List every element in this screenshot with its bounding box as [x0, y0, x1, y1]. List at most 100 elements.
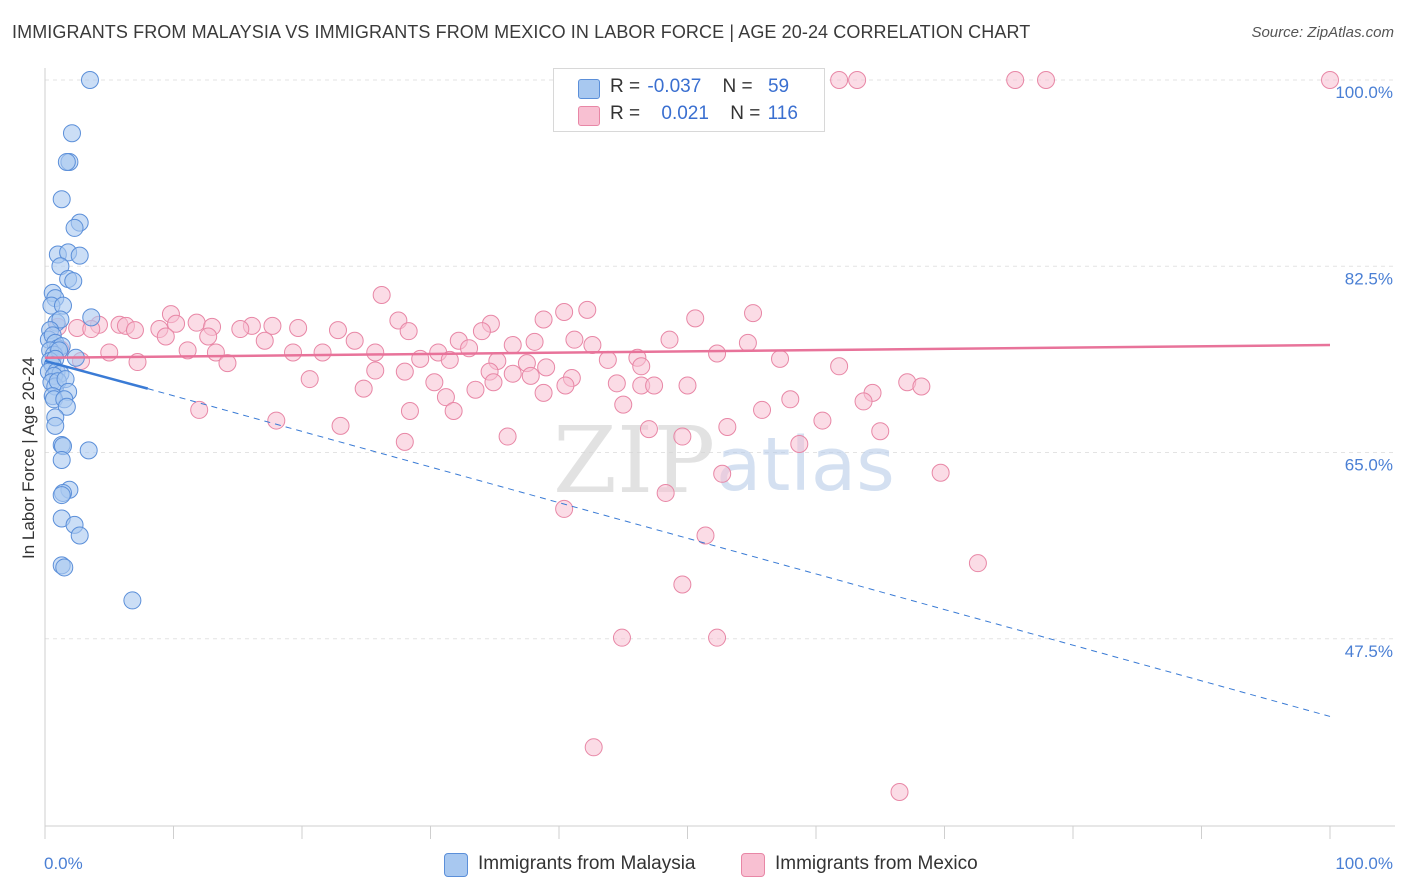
- watermark-atlas: atlas: [716, 422, 895, 508]
- mexico-point: [525, 332, 544, 351]
- mexico-point: [399, 322, 418, 341]
- mexico-point: [673, 427, 692, 446]
- mexico-point: [178, 341, 197, 360]
- mexico-point: [345, 331, 364, 350]
- mexico-point: [1006, 71, 1025, 89]
- mexico-point: [931, 463, 950, 482]
- mexico-point: [678, 376, 697, 395]
- mexico-point: [673, 575, 692, 594]
- mexico-point: [331, 416, 350, 435]
- mexico-point: [753, 400, 772, 419]
- mexico-point: [366, 343, 385, 362]
- mexico-point: [713, 464, 732, 483]
- malaysia-point: [123, 591, 142, 610]
- x-tick-label: 100.0%: [1335, 854, 1393, 873]
- mexico-point: [372, 285, 391, 304]
- mexico-point: [718, 417, 737, 436]
- mexico-point: [534, 310, 553, 329]
- mexico-point: [645, 376, 664, 395]
- mexico-point: [521, 366, 540, 385]
- bottom-legend-label-malaysia: Immigrants from Malaysia: [478, 853, 696, 874]
- malaysia-point: [79, 441, 98, 460]
- y-axis-label: In Labor Force | Age 20-24: [19, 357, 38, 559]
- malaysia-point: [62, 124, 81, 143]
- legend-r-value: -0.037: [647, 76, 702, 97]
- mexico-point: [284, 343, 303, 362]
- mexico-point: [1321, 71, 1339, 89]
- legend-r-value: 0.021: [661, 103, 709, 124]
- mexico-point: [598, 350, 617, 369]
- watermark-zip: ZIP: [553, 407, 715, 514]
- legend-n-label: N =: [730, 103, 761, 124]
- malaysia-points: [39, 71, 142, 610]
- y-tick-labels: 47.5% 65.0% 82.5% 100.0%: [1335, 83, 1393, 661]
- mexico-point: [218, 354, 237, 373]
- mexico-point: [313, 343, 332, 362]
- malaysia-point: [80, 71, 99, 89]
- mexico-point: [156, 327, 175, 346]
- mexico-point: [328, 321, 347, 340]
- mexico-point: [187, 313, 206, 332]
- mexico-point: [395, 362, 414, 381]
- mexico-point: [632, 357, 651, 376]
- mexico-point: [263, 316, 282, 335]
- mexico-point: [790, 434, 809, 453]
- legend-n-value: 59: [767, 76, 790, 97]
- mexico-point: [255, 331, 274, 350]
- mexico-point: [607, 374, 626, 393]
- mexico-point: [738, 333, 757, 352]
- mexico-point: [830, 357, 849, 376]
- mexico-point: [125, 321, 144, 340]
- malaysia-point: [57, 397, 76, 416]
- legend-r-label: R =: [610, 103, 641, 124]
- mexico-point: [781, 390, 800, 409]
- trend-lines: [44, 343, 1331, 717]
- y-tick-label: 65.0%: [1345, 456, 1393, 475]
- mexico-point: [537, 358, 556, 377]
- malaysia-point: [52, 450, 71, 469]
- legend-swatch-malaysia: [578, 79, 600, 99]
- malaysia-point: [52, 190, 71, 209]
- x-tick-labels: 0.0% 100.0%: [44, 854, 1393, 873]
- mexico-point: [503, 336, 522, 355]
- mexico-point: [686, 309, 705, 328]
- mexico-point: [199, 327, 218, 346]
- mexico-point: [813, 411, 832, 430]
- mexico-point: [696, 526, 715, 545]
- mexico-point: [300, 370, 319, 389]
- chart-title: IMMIGRANTS FROM MALAYSIA VS IMMIGRANTS F…: [12, 22, 1031, 42]
- mexico-point: [830, 71, 849, 89]
- mexico-point: [708, 344, 727, 363]
- mexico-point: [534, 383, 553, 402]
- bottom-legend-swatch-mexico: [741, 853, 765, 877]
- mexico-point: [584, 738, 603, 757]
- mexico-point: [912, 377, 931, 396]
- mexico-point: [1037, 71, 1056, 89]
- mexico-point: [436, 388, 455, 407]
- mexico-point: [744, 304, 763, 323]
- legend-n-label: N =: [722, 76, 753, 97]
- malaysia-trend-line: [44, 359, 149, 390]
- malaysia-point: [70, 246, 89, 265]
- mexico-trend-line: [44, 343, 1331, 360]
- malaysia-point: [70, 526, 89, 545]
- mexico-point: [614, 395, 633, 414]
- mexico-point: [395, 432, 414, 451]
- y-tick-label: 82.5%: [1345, 269, 1393, 288]
- malaysia-point: [46, 416, 65, 435]
- mexico-point: [656, 483, 675, 502]
- mexico-point: [366, 361, 385, 380]
- mexico-point: [555, 303, 574, 322]
- bottom-legend-swatch-malaysia: [444, 853, 468, 877]
- mexico-point: [565, 330, 584, 349]
- mexico-point: [440, 350, 459, 369]
- mexico-point: [555, 499, 574, 518]
- legend-n-value: 116: [767, 103, 798, 124]
- mexico-point: [503, 364, 522, 383]
- legend-r-label: R =: [610, 76, 641, 97]
- mexico-point: [498, 427, 517, 446]
- axes: [44, 68, 1395, 839]
- mexico-point: [267, 411, 286, 430]
- mexico-points: [48, 71, 1339, 802]
